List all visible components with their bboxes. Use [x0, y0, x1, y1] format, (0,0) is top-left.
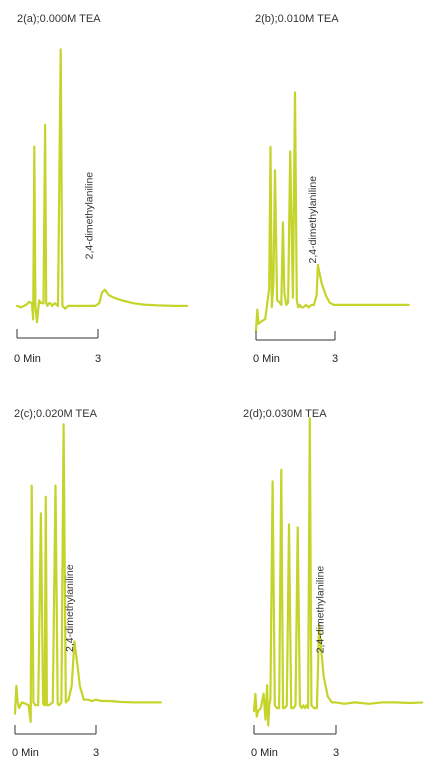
panel-title: 2(b);0.010M TEA	[255, 13, 339, 25]
tick-label: 3	[95, 353, 101, 365]
tick-label: 0 Min	[253, 353, 280, 365]
tick-label: 0 Min	[14, 353, 41, 365]
panel-marks: 0 Min 3 2,4-dimethylaniline	[251, 417, 423, 758]
panel-2a: 2(a);0.000M TEA 0 Min 3 2,4-dimethylanilin…	[14, 13, 189, 365]
panel-marks: 0 Min 3 2,4-dimethylaniline	[12, 423, 162, 758]
panel-title: 2(a);0.000M TEA	[17, 13, 101, 25]
tick-label: 0 Min	[251, 747, 278, 758]
chromatogram-trace	[13, 423, 162, 724]
panel-marks: 0 Min 3 2,4-dimethylaniline	[253, 91, 410, 365]
chromatogram-trace	[15, 48, 189, 324]
panel-title: 2(d);0.030M TEA	[243, 408, 327, 420]
chromatogram-trace	[254, 91, 410, 332]
peak-annotation: 2,4-dimethylaniline	[83, 172, 95, 260]
tick-label: 3	[332, 353, 338, 365]
tick-label: 3	[333, 747, 339, 758]
chromatogram-trace	[252, 417, 423, 727]
peak-annotation: 2,4-dimethylaniline	[307, 176, 319, 264]
panel-title: 2(c);0.020M TEA	[14, 408, 98, 420]
tick-label: 0 Min	[12, 747, 39, 758]
tick-label: 3	[93, 747, 99, 758]
panel-2d: 2(d);0.030M TEA 0 Min 3 2,4-dimethylanilin…	[243, 408, 423, 758]
panel-2c: 2(c);0.020M TEA 0 Min 3 2,4-dimethylanilin…	[12, 408, 162, 758]
panel-2b: 2(b);0.010M TEA 0 Min 3 2,4-dimethylanilin…	[253, 13, 410, 365]
panel-marks: 0 Min 3 2,4-dimethylaniline	[14, 48, 189, 365]
peak-annotation: 2,4-dimethylaniline	[314, 566, 326, 654]
peak-annotation: 2,4-dimethylaniline	[64, 564, 76, 652]
